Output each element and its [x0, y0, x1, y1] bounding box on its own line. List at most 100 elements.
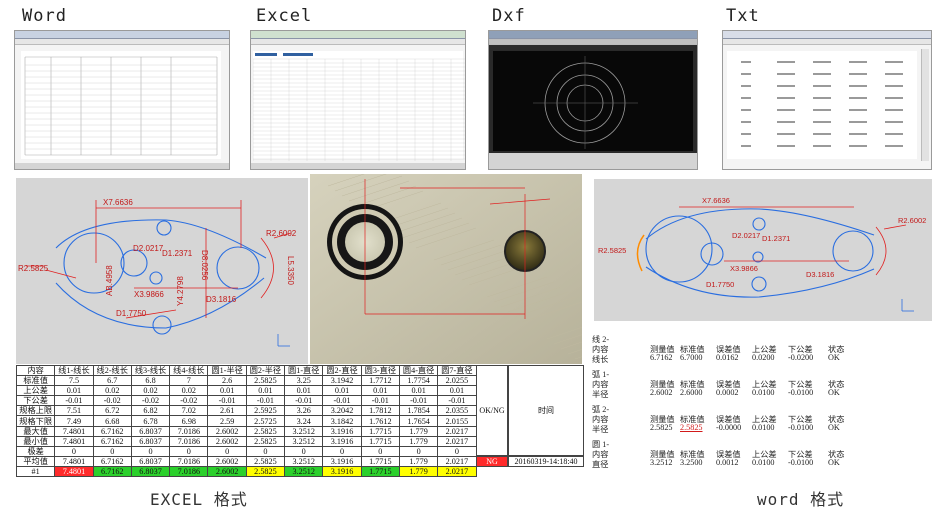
table-cell: 6.8 [130, 375, 171, 387]
table-cell: 2.6002 [207, 455, 247, 467]
word-block-label2: 半径 [592, 390, 609, 399]
cad-measurement-view[interactable]: X7.6636 D2.0217 D1.2371 R2.5825 R2.6002 … [16, 178, 308, 364]
excel-thumbnail[interactable] [250, 30, 466, 170]
word-value-cell: 0.0012 [716, 458, 739, 467]
word-column-header: 上公差 [752, 380, 777, 389]
word-column-header: 状态 [828, 380, 845, 389]
table-cell: 1.7715 [360, 465, 400, 478]
table-cell: -0.01 [284, 395, 324, 407]
table-cell: 2.0355 [437, 405, 477, 417]
table-cell: 0.01 [207, 385, 247, 397]
okng-label: OK/NG [479, 406, 505, 415]
table-cell: 6.7 [92, 375, 132, 387]
txt-thumbnail[interactable] [722, 30, 932, 170]
word-value-cell: 0.0100 [752, 388, 775, 397]
dxf-thumbnail[interactable] [488, 30, 698, 170]
table-cell: 7.0186 [169, 455, 209, 467]
table-cell: 2.6002 [207, 425, 247, 437]
excel-sheet-preview [252, 53, 465, 161]
word-block-label2: 线长 [592, 355, 609, 364]
word-value-cell: OK [828, 353, 840, 362]
table-cell: -0.01 [207, 395, 247, 407]
table-cell: 2.5825 [245, 455, 286, 467]
excel-header: Excel [256, 6, 313, 26]
table-cell: 圆2-直径 [322, 364, 362, 377]
word-column-header: 误差值 [716, 380, 741, 389]
cad-word-label-r2a: R2.5825 [598, 246, 626, 255]
table-cell: 1.7654 [398, 415, 439, 427]
table-cell: 3.2512 [284, 465, 324, 478]
word-block-label1: 内容 [592, 415, 609, 424]
word-value-cell: 3.2512 [650, 458, 673, 467]
table-cell: 0.02 [169, 385, 209, 397]
table-cell: 圆7-直径 [437, 364, 477, 377]
word-thumbnail[interactable] [14, 30, 230, 170]
word-column-header: 下公差 [788, 450, 813, 459]
row-label-cell: 规格下限 [15, 415, 56, 427]
table-cell: 1.7712 [360, 375, 400, 387]
table-cell: 6.82 [130, 405, 171, 417]
table-cell: -0.02 [130, 395, 171, 407]
table-cell: 圆3-直径 [360, 364, 400, 377]
table-cell: 1.779 [398, 425, 439, 437]
word-value-cell: OK [828, 388, 840, 397]
table-cell: 3.1842 [322, 415, 362, 427]
dxf-drawing-preview [533, 56, 638, 149]
table-cell: 7.02 [169, 405, 209, 417]
table-cell: 0.01 [437, 385, 477, 397]
table-cell: 6.7162 [92, 455, 132, 467]
table-cell: 1.7715 [360, 435, 400, 447]
cad-drawing-word: X7.6636 D2.0217 D1.2371 R2.5825 R2.6002 … [598, 196, 926, 312]
cad-label-d1b: D1.7750 [116, 309, 147, 318]
word-value-cell: 0.0200 [752, 353, 775, 362]
table-cell: 线1-线长 [54, 364, 94, 377]
table-cell: 2.5925 [245, 405, 286, 417]
word-column-header: 状态 [828, 415, 845, 424]
table-row: 平均值 7.4801 6.7162 6.8037 7.0186 2.6002 2.5825 3… [15, 455, 477, 467]
word-block-label1: 内容 [592, 380, 609, 389]
table-cell: 6.72 [92, 405, 132, 417]
table-cell: 6.78 [130, 415, 171, 427]
table-cell: 1.779 [398, 435, 439, 447]
excel-measurement-table: 内容 线1-线长 线2-线长 线3-线长 线4-线长 圆1-半径 圆2-半径 圆1-直径 圆2-… [15, 364, 477, 478]
table-cell: 0 [245, 445, 286, 457]
row-label-cell: 最大值 [15, 425, 56, 437]
word-value-cell: 0.0100 [752, 458, 775, 467]
table-cell: 0.01 [322, 385, 362, 397]
word-value-cell: OK [828, 423, 840, 432]
table-cell: 圆2-半径 [245, 364, 286, 377]
microscope-photo[interactable] [310, 174, 582, 364]
table-cell: 线4-线长 [169, 364, 209, 377]
table-cell: 6.8037 [130, 435, 171, 447]
table-cell: 1.7612 [360, 415, 400, 427]
table-cell: 2.5825 [245, 375, 286, 387]
table-cell: 3.1916 [322, 425, 362, 437]
table-cell: 2.5725 [245, 415, 286, 427]
table-cell: 圆4-直径 [398, 364, 439, 377]
table-cell: 0.01 [284, 385, 324, 397]
table-cell: 6.8037 [130, 465, 171, 478]
cad-measurement-view-word[interactable]: X7.6636 D2.0217 D1.2371 R2.5825 R2.6002 … [594, 179, 932, 321]
txt-text-preview [741, 61, 903, 147]
table-cell: 1.779 [398, 465, 439, 478]
table-cell: 0 [284, 445, 324, 457]
table-cell: 0.01 [54, 385, 94, 397]
word-value-cell: 6.7000 [680, 353, 703, 362]
cad-label-d2: D2.0217 [133, 244, 164, 253]
table-cell: 3.1916 [322, 435, 362, 447]
table-header-row: 内容 线1-线长 线2-线长 线3-线长 线4-线长 圆1-半径 圆2-半径 圆1-直径 圆2-… [15, 364, 477, 377]
table-cell: 7.0186 [169, 425, 209, 437]
table-cell: 0.02 [130, 385, 171, 397]
table-cell: 3.2512 [284, 435, 324, 447]
word-column-header: 误差值 [716, 345, 741, 354]
table-cell: -0.01 [54, 395, 94, 407]
table-cell: 2.0217 [437, 465, 477, 478]
table-cell: 7.0186 [169, 465, 209, 478]
okng-header-cell: OK/NG [476, 365, 508, 456]
table-cell: 3.1916 [322, 465, 362, 478]
table-cell: 2.5825 [245, 435, 286, 447]
cad-word-label-d1b: D1.7750 [706, 280, 734, 289]
word-format-caption: word 格式 [757, 490, 845, 509]
cad-label-d1: D1.2371 [162, 249, 193, 258]
okng-value: NG [486, 457, 498, 466]
